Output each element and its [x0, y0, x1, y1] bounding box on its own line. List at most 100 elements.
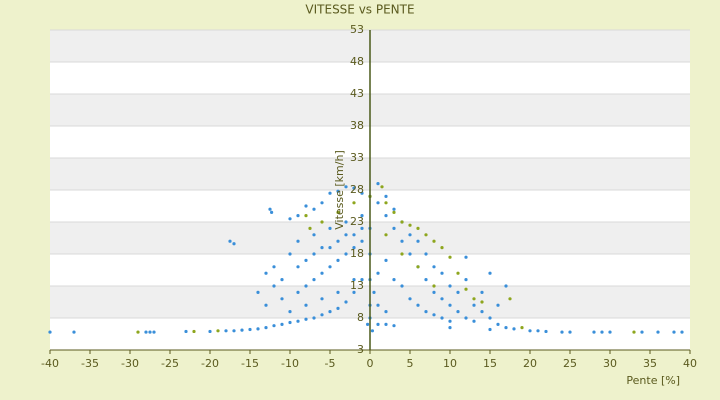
point [256, 290, 260, 294]
point [640, 330, 644, 334]
point [224, 329, 228, 333]
x-tick-label: -20 [201, 357, 219, 370]
y-tick-label: 18 [350, 247, 364, 260]
point [416, 265, 420, 269]
point [320, 246, 324, 250]
point [456, 310, 460, 314]
point [400, 220, 404, 224]
point [528, 329, 532, 333]
y-tick-label: 43 [350, 87, 364, 100]
y-tick-label: 23 [350, 215, 364, 228]
point [448, 303, 452, 307]
point [336, 239, 340, 243]
point [408, 233, 412, 237]
point [312, 233, 316, 237]
point [304, 303, 308, 307]
point [568, 330, 572, 334]
point [560, 330, 564, 334]
point [240, 328, 244, 332]
point [352, 186, 356, 190]
point [264, 326, 268, 330]
point [272, 265, 276, 269]
x-tick-label: 15 [483, 357, 497, 370]
point [184, 329, 188, 334]
point [448, 255, 452, 259]
point [272, 284, 276, 288]
point [496, 322, 500, 326]
point [136, 330, 140, 334]
x-tick-label: 30 [603, 357, 617, 370]
point [288, 320, 292, 325]
point [384, 214, 388, 218]
point [400, 239, 404, 243]
point [632, 330, 636, 334]
point [416, 239, 420, 243]
point [328, 226, 332, 230]
point [152, 330, 156, 334]
point [344, 220, 348, 224]
point [360, 214, 364, 218]
x-tick-label: -10 [281, 357, 299, 370]
point [312, 278, 316, 282]
point [312, 316, 316, 320]
y-tick-label: 13 [350, 279, 364, 292]
point [352, 278, 356, 282]
point [424, 278, 428, 282]
x-tick-label: 10 [443, 357, 457, 370]
point [488, 327, 492, 332]
point [270, 210, 274, 214]
x-tick-label: 25 [563, 357, 577, 370]
point [304, 317, 308, 321]
point [392, 210, 396, 214]
point [304, 214, 308, 218]
point [280, 297, 284, 301]
point [344, 252, 348, 256]
point [264, 271, 268, 275]
point [336, 210, 340, 214]
point [376, 201, 380, 205]
point [328, 310, 332, 314]
point [320, 313, 324, 317]
y-tick-label: 8 [357, 311, 364, 324]
point [268, 207, 272, 211]
point [312, 252, 316, 256]
point [192, 329, 196, 334]
point [472, 319, 476, 323]
point [440, 246, 444, 250]
point [392, 207, 396, 211]
point [592, 330, 596, 334]
point [296, 319, 300, 323]
point [392, 226, 396, 230]
point [232, 242, 236, 246]
point [288, 217, 292, 221]
point [480, 290, 484, 294]
point [432, 284, 436, 288]
point [384, 310, 388, 314]
point [308, 226, 312, 230]
x-tick-label: -35 [81, 357, 99, 370]
point [360, 278, 364, 282]
point [392, 324, 396, 328]
point [320, 220, 324, 224]
point [336, 290, 340, 294]
x-tick-label: 40 [683, 357, 697, 370]
x-tick-label: -25 [161, 357, 179, 370]
point [288, 310, 292, 314]
point [352, 233, 356, 237]
point [464, 278, 468, 282]
point [376, 271, 380, 275]
point [408, 223, 412, 227]
point [480, 310, 484, 314]
x-tick-label: 35 [643, 357, 657, 370]
point [608, 330, 612, 334]
point [288, 252, 292, 256]
point [536, 329, 540, 333]
point [216, 329, 220, 333]
point [680, 330, 684, 334]
point [400, 252, 404, 256]
point [496, 303, 500, 307]
point [520, 326, 524, 330]
point [504, 326, 508, 330]
point [352, 201, 356, 205]
